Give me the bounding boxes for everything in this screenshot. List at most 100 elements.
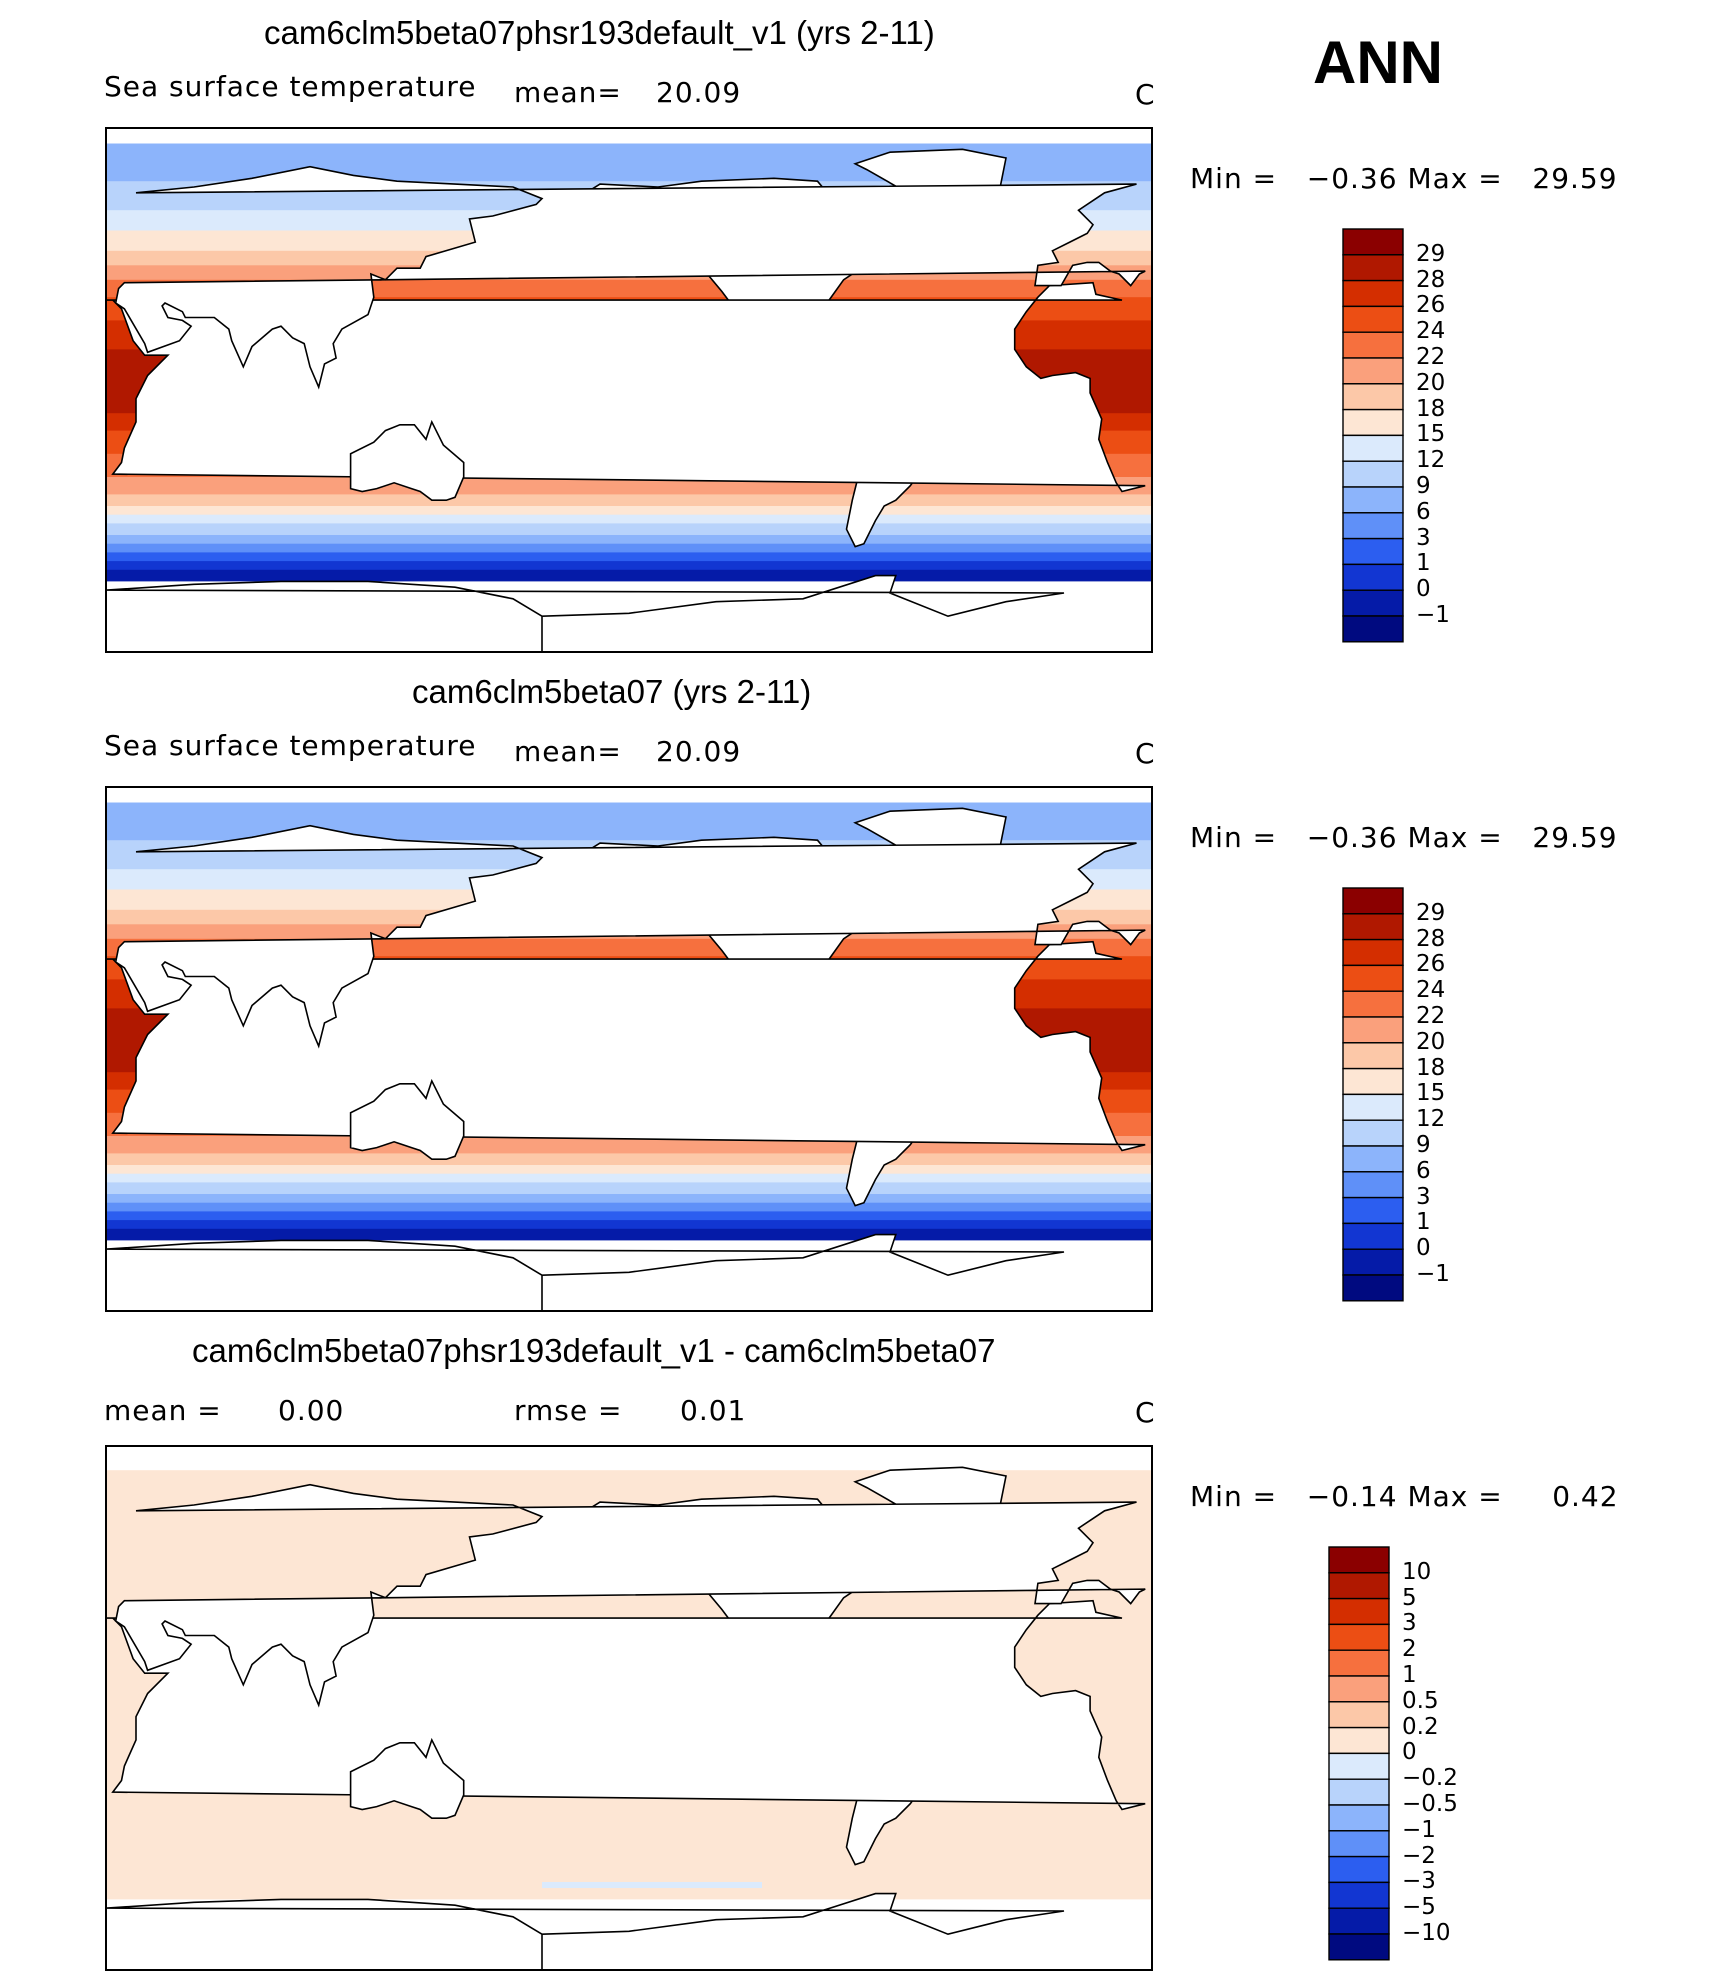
panel3-units: C	[1135, 1396, 1156, 1429]
colorbar-tick-label: 1	[1402, 1662, 1417, 1688]
colorbar-tick-label: 22	[1416, 1003, 1446, 1029]
colorbar-swatch	[1342, 938, 1404, 967]
panel2-mean-value: 20.09	[656, 735, 742, 768]
land-outline	[107, 940, 1146, 1152]
sst-band	[107, 514, 1151, 524]
colorbar-tick-label: 0	[1416, 1235, 1431, 1262]
colorbar-swatch	[1328, 1752, 1390, 1780]
colorbar-swatch	[1342, 383, 1404, 411]
panel1-mean-value: 20.09	[656, 76, 742, 109]
colorbar-swatch	[1342, 1248, 1404, 1276]
colorbar-tick-label: 9	[1416, 473, 1431, 499]
sst-band	[107, 494, 1151, 507]
colorbar-swatch	[1328, 1701, 1390, 1729]
colorbar-tick-label: 29	[1416, 899, 1446, 926]
colorbar-swatch	[1342, 305, 1404, 333]
colorbar-swatch	[1342, 563, 1404, 591]
colorbar-tick-label: 12	[1416, 1106, 1446, 1133]
panel1-title: cam6clm5beta07phsr193default_v1 (yrs 2-1…	[264, 14, 935, 51]
colorbar-tick-label: 18	[1416, 395, 1446, 422]
colorbar-tick-label: 15	[1416, 421, 1446, 448]
colorbar-swatch	[1342, 228, 1404, 256]
colorbar-swatch	[1328, 1623, 1390, 1651]
panel3-map	[105, 1445, 1153, 1971]
colorbar-swatch	[1342, 357, 1404, 385]
colorbar-tick-label: 2	[1402, 1636, 1417, 1663]
sst-band	[107, 535, 1151, 545]
colorbar-tick-label: 28	[1416, 925, 1446, 952]
season-label: ANN	[1313, 29, 1443, 96]
sst-band	[107, 1211, 1151, 1221]
panel1-minmax: Min = −0.36 Max = 29.59	[1190, 162, 1618, 195]
colorbar-tick-label: 28	[1416, 266, 1446, 293]
colorbar-swatch	[1342, 254, 1404, 282]
colorbar-tick-label: 15	[1416, 1080, 1446, 1107]
sst-band	[107, 506, 1151, 516]
colorbar-tick-label: −1	[1416, 602, 1450, 628]
colorbar-tick-label: −2	[1402, 1842, 1436, 1869]
colorbar-tick-label: 24	[1416, 977, 1446, 1004]
colorbar-swatch	[1342, 1145, 1404, 1173]
colorbar-tick-label: 3	[1416, 524, 1431, 551]
land-outline	[107, 1599, 1146, 1811]
colorbar-tick-label: 20	[1416, 1028, 1446, 1055]
colorbar-tick-label: −10	[1402, 1920, 1451, 1946]
colorbar-swatch	[1342, 512, 1404, 540]
colorbar-swatch	[1328, 1778, 1390, 1806]
colorbar-swatch	[1342, 1119, 1404, 1147]
sst-band	[107, 1228, 1151, 1241]
colorbar-tick-label: 1	[1416, 550, 1431, 577]
colorbar-swatch	[1342, 1196, 1404, 1225]
panel3-mean-label: mean =	[104, 1394, 222, 1427]
land-outline	[107, 1892, 1065, 1969]
colorbar-swatch	[1328, 1597, 1390, 1626]
colorbar-tick-label: 0.2	[1402, 1713, 1439, 1740]
colorbar-tick-label: 29	[1416, 240, 1446, 267]
colorbar-swatch	[1342, 1067, 1404, 1096]
colorbar-tick-label: 18	[1416, 1054, 1446, 1081]
colorbar-tick-label: 6	[1416, 498, 1431, 525]
colorbar-swatch	[1342, 434, 1404, 462]
colorbar-tick-label: 0.5	[1402, 1687, 1439, 1714]
land-outline	[114, 824, 1146, 1049]
colorbar-tick-label: 22	[1416, 344, 1446, 370]
land-outline	[107, 281, 1146, 493]
colorbar-swatch	[1328, 1804, 1390, 1832]
colorbar-swatch	[1328, 1933, 1390, 1961]
colorbar-tick-label: −0.5	[1402, 1791, 1458, 1817]
sst-band	[107, 552, 1151, 562]
colorbar-swatch	[1342, 990, 1404, 1018]
panel2-map	[105, 786, 1153, 1312]
land-outline	[107, 1233, 1065, 1310]
sst-band	[107, 1173, 1151, 1183]
colorbar-swatch	[1342, 964, 1404, 992]
sst-band	[107, 1194, 1151, 1204]
colorbar-tick-label: 24	[1416, 318, 1446, 345]
sst-band	[107, 129, 1151, 144]
colorbar-tick-label: 26	[1416, 951, 1446, 978]
panel1-map	[105, 127, 1153, 653]
colorbar-tick-label: −3	[1402, 1868, 1436, 1895]
colorbar-swatch	[1342, 331, 1404, 359]
colorbar-swatch	[1328, 1649, 1390, 1677]
land-outline	[114, 165, 1146, 390]
colorbar-tick-label: −0.2	[1402, 1765, 1458, 1792]
colorbar-swatch	[1342, 1016, 1404, 1044]
colorbar-tick-label: −1	[1416, 1261, 1450, 1287]
colorbar-swatch	[1342, 1274, 1404, 1302]
colorbar-tick-label: 6	[1416, 1157, 1431, 1184]
colorbar-swatch	[1342, 279, 1404, 308]
sst-band	[107, 561, 1151, 571]
panel2-title: cam6clm5beta07 (yrs 2-11)	[412, 673, 812, 710]
colorbar-swatch	[1342, 1222, 1404, 1250]
colorbar-tick-label: 26	[1416, 292, 1446, 319]
sst-band	[107, 788, 1151, 803]
colorbar-swatch	[1342, 486, 1404, 514]
sst-band	[107, 523, 1151, 536]
colorbar-swatch	[1342, 887, 1404, 915]
panel1-mean-label: mean=	[514, 76, 622, 109]
colorbar-tick-label: 3	[1416, 1183, 1431, 1210]
panel2-minmax: Min = −0.36 Max = 29.59	[1190, 821, 1618, 854]
colorbar-swatch	[1342, 1171, 1404, 1199]
colorbar-tick-label: 0	[1402, 1739, 1417, 1766]
